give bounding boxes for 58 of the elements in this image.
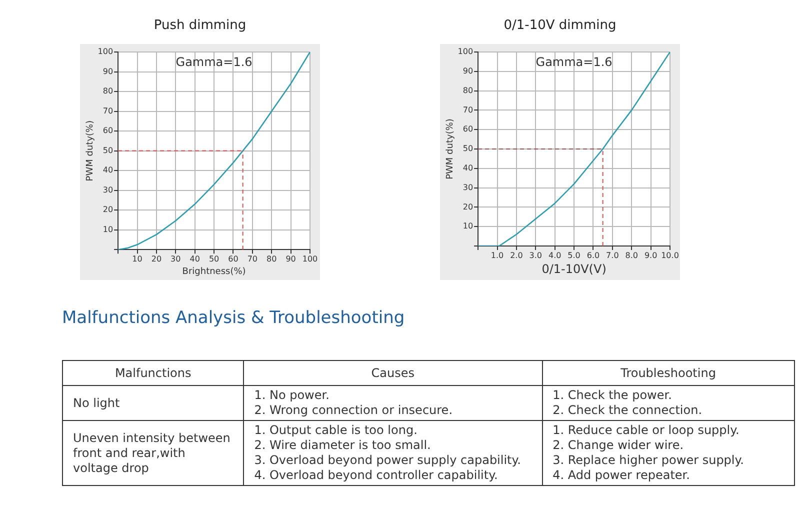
category-label: Causes	[244, 360, 542, 386]
y-tick-label: 60	[462, 124, 474, 134]
y-tick-label: 20	[102, 205, 114, 214]
x-axis-title: 0/1-10V(V)	[542, 262, 606, 276]
y-tick-label: 40	[462, 163, 474, 172]
x-tick-label: 9.0	[644, 250, 658, 260]
text: 1. Output cable is too long. 2. Wire diameter is too small. 3. Overload beyond power supply capability. 4. Overload beyond controller capability.	[244, 420, 542, 486]
y-tick-label: 90	[462, 66, 474, 76]
y-tick-label: 70	[462, 105, 474, 114]
x-tick-label: 30	[170, 254, 181, 264]
x-tick-label: 40	[190, 254, 200, 264]
y-tick-label: 80	[102, 86, 114, 96]
x-tick-label: 90	[286, 254, 296, 264]
y-tick-label: 50	[462, 144, 474, 154]
y-tick-label: 90	[102, 66, 114, 76]
x-tick-label: 80	[266, 254, 277, 264]
y-tick-label: 100	[458, 47, 474, 56]
x-tick-label: 10.0	[661, 250, 679, 260]
text: 1. Check the power. 2. Check the connection.	[542, 386, 794, 420]
x-tick-label: 4.0	[548, 250, 562, 260]
x-axis-title: Brightness(%)	[182, 266, 246, 277]
text: Uneven intensity between front and rear,with voltage drop	[62, 420, 244, 486]
text: Malfunctions Analysis & Troubleshooting	[62, 308, 406, 328]
category-label: Troubleshooting	[542, 360, 794, 386]
y-tick-label: 40	[102, 166, 114, 175]
y-tick-label: 80	[462, 86, 474, 95]
x-tick-label: 10	[132, 254, 142, 264]
y-tick-label: 30	[462, 182, 474, 192]
x-tick-label: 8.0	[625, 250, 638, 260]
y-tick-label: 60	[102, 126, 114, 136]
y-tick-label: 10	[462, 222, 474, 231]
x-tick-label: 20	[151, 254, 162, 264]
chart-title: 0/1-10V dimming	[502, 18, 618, 35]
y-tick-label: 10	[102, 224, 114, 234]
x-tick-label: 6.0	[586, 250, 600, 260]
annotation: Gamma=1.6	[536, 55, 612, 69]
y-tick-label: 70	[102, 106, 114, 116]
x-tick-label: 50	[208, 254, 220, 264]
text: 1. No power. 2. Wrong connection or insecure.	[244, 386, 542, 420]
y-tick-label: 30	[102, 185, 114, 194]
annotation: Gamma=1.6	[176, 55, 252, 69]
chart-title: Push dimming	[152, 18, 248, 35]
x-tick-label: 3.0	[529, 250, 542, 260]
y-axis-title: PWM duty(%)	[446, 118, 456, 180]
text: 1. Reduce cable or loop supply. 2. Change wider wire. 3. Replace higher power supply. 4. Add power repeater.	[542, 420, 794, 486]
category-label: Malfunctions	[62, 360, 244, 386]
y-tick-label: 50	[102, 146, 114, 155]
x-tick-label: 7.0	[606, 250, 619, 260]
y-tick-label: 100	[98, 47, 114, 56]
y-axis-title: PWM duty(%)	[86, 120, 96, 182]
x-tick-label: 2.0	[510, 250, 523, 260]
x-tick-label: 1.0	[490, 250, 504, 260]
x-tick-label: 5.0	[568, 250, 580, 260]
x-tick-label: 100	[302, 254, 318, 264]
text: No light	[62, 386, 244, 420]
x-tick-label: 60	[228, 254, 238, 264]
y-tick-label: 20	[462, 202, 474, 212]
x-tick-label: 70	[247, 254, 258, 264]
